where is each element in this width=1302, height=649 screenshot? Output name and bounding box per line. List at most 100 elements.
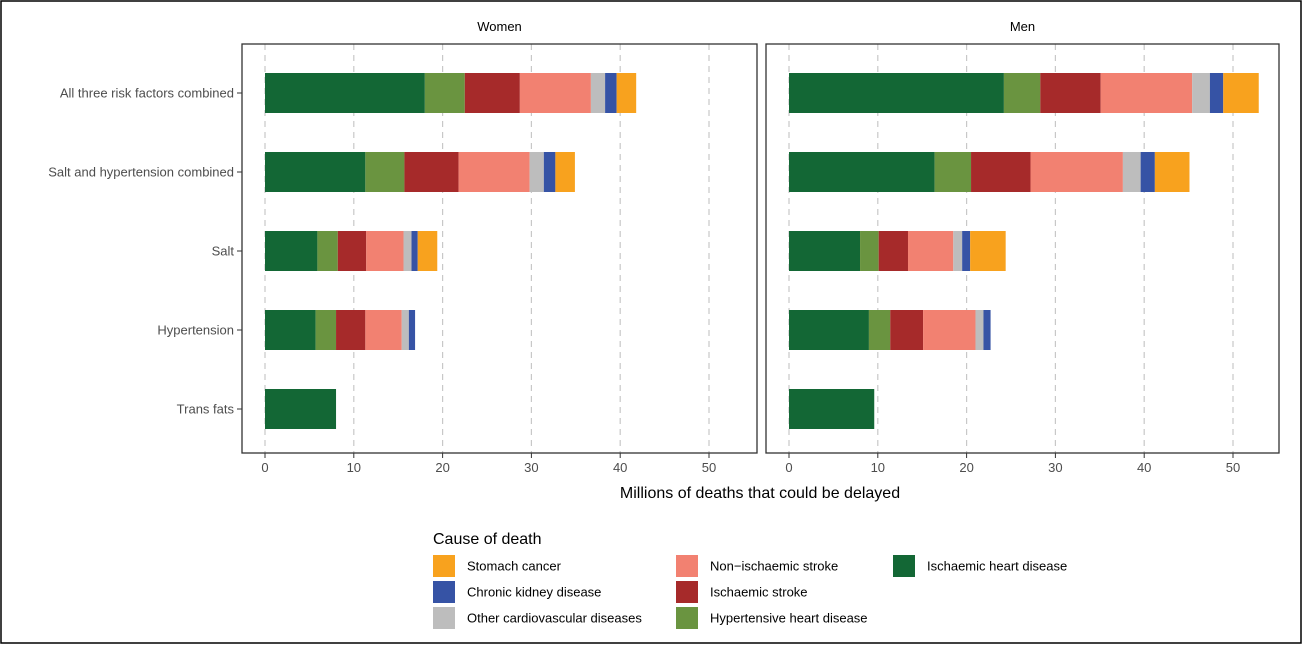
x-tick-label: 0 — [261, 460, 268, 475]
x-tick-label: 30 — [1048, 460, 1062, 475]
bar-segment-ischaemic-stroke — [1040, 73, 1101, 113]
bar-segment-other-cardiovascular-diseases — [953, 231, 963, 271]
category-label: Hypertension — [157, 323, 234, 338]
legend: Cause of death Stomach cancer Chronic kid… — [433, 531, 1067, 629]
x-tick-label: 10 — [347, 460, 361, 475]
panels-layer: Women 0 10 20 30 40 50 Men 0 10 20 30 40 50 — [241, 19, 1280, 475]
x-tick-label: 20 — [959, 460, 973, 475]
legend-label: Stomach cancer — [467, 559, 562, 574]
bar-segment-stomach-cancer — [970, 231, 1006, 271]
bar-segment-stomach-cancer — [1223, 73, 1259, 113]
bar-segment-non-ischaemic-stroke — [366, 231, 404, 271]
bar-segment-ischaemic-heart-disease — [265, 152, 366, 192]
category-label: Salt and hypertension combined — [48, 165, 234, 180]
bar-segment-hypertensive-heart-disease — [424, 73, 465, 113]
bar-segment-chronic-kidney-disease — [411, 231, 418, 271]
bar-segment-other-cardiovascular-diseases — [529, 152, 544, 192]
legend-label: Ischaemic stroke — [710, 585, 808, 600]
bar-segment-hypertensive-heart-disease — [365, 152, 405, 192]
bar-segment-other-cardiovascular-diseases — [403, 231, 412, 271]
bar-segment-chronic-kidney-disease — [1209, 73, 1224, 113]
legend-swatch — [433, 555, 455, 577]
legend-item-hypertensive-heart-disease: Hypertensive heart disease — [676, 607, 868, 629]
category-label: Trans fats — [177, 402, 235, 417]
bar-segment-ischaemic-heart-disease — [789, 231, 861, 271]
panel-border — [765, 43, 1280, 454]
bar-segment-hypertensive-heart-disease — [315, 310, 337, 350]
bar-segment-non-ischaemic-stroke — [907, 231, 954, 271]
bar-segment-hypertensive-heart-disease — [317, 231, 338, 271]
bar-segment-other-cardiovascular-diseases — [590, 73, 606, 113]
panel-men: Men 0 10 20 30 40 50 — [765, 19, 1280, 475]
bar-segment-ischaemic-stroke — [971, 152, 1031, 192]
legend-title: Cause of death — [433, 531, 542, 548]
legend-swatch — [676, 581, 698, 603]
bar-segment-ischaemic-stroke — [878, 231, 908, 271]
bar-segment-hypertensive-heart-disease — [860, 231, 879, 271]
bar-segment-ischaemic-heart-disease — [265, 73, 425, 113]
legend-swatch — [676, 607, 698, 629]
legend-label: Hypertensive heart disease — [710, 611, 868, 626]
legend-label: Other cardiovascular diseases — [467, 611, 642, 626]
bar-segment-non-ischaemic-stroke — [458, 152, 530, 192]
x-tick-label: 20 — [435, 460, 449, 475]
x-tick-label: 0 — [785, 460, 792, 475]
x-tick-label: 10 — [871, 460, 885, 475]
bar-segment-ischaemic-stroke — [337, 231, 367, 271]
bar-segment-other-cardiovascular-diseases — [1122, 152, 1141, 192]
bar-segment-chronic-kidney-disease — [1140, 152, 1155, 192]
category-labels: All three risk factors combined Salt and … — [48, 86, 242, 417]
legend-item-ischaemic-heart-disease: Ischaemic heart disease — [893, 555, 1067, 577]
bar-segment-ischaemic-heart-disease — [265, 310, 316, 350]
legend-label: Non−ischaemic stroke — [710, 559, 838, 574]
bar-segment-chronic-kidney-disease — [408, 310, 416, 350]
x-tick-label: 30 — [524, 460, 538, 475]
legend-item-stomach-cancer: Stomach cancer — [433, 555, 562, 577]
bar-segment-ischaemic-stroke — [890, 310, 924, 350]
bar-segment-ischaemic-heart-disease — [789, 152, 935, 192]
bar-segment-ischaemic-stroke — [464, 73, 520, 113]
legend-swatch — [433, 581, 455, 603]
x-tick-label: 40 — [613, 460, 627, 475]
bar-segment-non-ischaemic-stroke — [923, 310, 976, 350]
bar-segment-non-ischaemic-stroke — [1100, 73, 1193, 113]
legend-swatch — [676, 555, 698, 577]
bar-segment-chronic-kidney-disease — [605, 73, 617, 113]
bar-segment-chronic-kidney-disease — [543, 152, 556, 192]
bar-segment-ischaemic-stroke — [404, 152, 459, 192]
panel-border — [241, 43, 758, 454]
category-label: Salt — [212, 244, 235, 259]
bar-segment-ischaemic-heart-disease — [265, 231, 318, 271]
x-tick-label: 40 — [1137, 460, 1151, 475]
legend-item-ischaemic-stroke: Ischaemic stroke — [676, 581, 808, 603]
bar-segment-other-cardiovascular-diseases — [401, 310, 409, 350]
bar-segment-stomach-cancer — [417, 231, 438, 271]
bar-segment-other-cardiovascular-diseases — [1192, 73, 1210, 113]
bar-segment-stomach-cancer — [616, 73, 637, 113]
bar-segment-ischaemic-heart-disease — [265, 389, 337, 429]
x-axis-title: Millions of deaths that could be delayed — [620, 485, 900, 502]
legend-label: Chronic kidney disease — [467, 585, 601, 600]
bar-segment-hypertensive-heart-disease — [934, 152, 972, 192]
bar-segment-stomach-cancer — [555, 152, 575, 192]
bar-segment-other-cardiovascular-diseases — [975, 310, 984, 350]
category-label: All three risk factors combined — [60, 86, 234, 101]
panel-women: Women 0 10 20 30 40 50 — [241, 19, 758, 475]
legend-swatch — [893, 555, 915, 577]
legend-label: Ischaemic heart disease — [927, 559, 1067, 574]
x-tick-label: 50 — [1226, 460, 1240, 475]
bar-segment-ischaemic-heart-disease — [789, 310, 869, 350]
bar-segment-chronic-kidney-disease — [962, 231, 971, 271]
bar-segment-hypertensive-heart-disease — [1003, 73, 1041, 113]
legend-item-chronic-kidney-disease: Chronic kidney disease — [433, 581, 601, 603]
bar-segment-ischaemic-heart-disease — [789, 389, 875, 429]
legend-swatch — [433, 607, 455, 629]
legend-item-non-ischaemic-stroke: Non−ischaemic stroke — [676, 555, 838, 577]
legend-item-other-cardiovascular-diseases: Other cardiovascular diseases — [433, 607, 642, 629]
bar-segment-non-ischaemic-stroke — [519, 73, 591, 113]
bar-segment-ischaemic-stroke — [336, 310, 366, 350]
bar-segment-non-ischaemic-stroke — [365, 310, 402, 350]
x-tick-label: 50 — [702, 460, 716, 475]
